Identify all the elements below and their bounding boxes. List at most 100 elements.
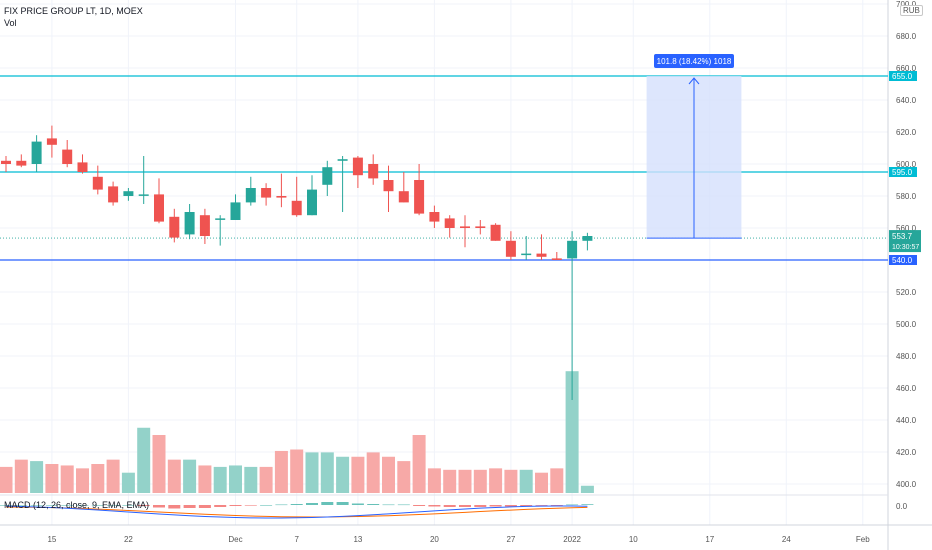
candle-body bbox=[291, 200, 302, 216]
candle-body bbox=[62, 149, 73, 164]
candle-body bbox=[261, 188, 272, 198]
volume-bar bbox=[305, 452, 319, 493]
volume-bar bbox=[30, 461, 44, 493]
candle-body bbox=[475, 226, 486, 228]
measure-label-bg bbox=[654, 54, 734, 68]
volume-bar bbox=[152, 435, 166, 493]
candle-body bbox=[444, 218, 455, 228]
volume-bar bbox=[60, 465, 74, 493]
candle-body bbox=[490, 224, 501, 241]
volume-bar bbox=[412, 435, 426, 493]
volume-bar bbox=[229, 465, 242, 493]
macd-histogram-bar bbox=[15, 505, 28, 506]
candle-body bbox=[352, 157, 363, 176]
candle-body bbox=[368, 164, 379, 179]
symbol-title[interactable]: FIX PRICE GROUP LT, 1D, MOEX bbox=[4, 6, 143, 16]
price-tick-label: 480.0 bbox=[896, 352, 917, 361]
date-tick-label: 24 bbox=[782, 535, 791, 544]
macd-histogram-bar bbox=[275, 504, 288, 506]
volume-bar bbox=[565, 371, 579, 493]
price-tick-label: 420.0 bbox=[896, 448, 917, 457]
volume-bar bbox=[76, 468, 89, 493]
candle-body bbox=[123, 191, 134, 196]
macd-histogram-bar bbox=[474, 505, 487, 507]
macd-line bbox=[5, 505, 588, 519]
candle-body bbox=[322, 167, 333, 185]
macd-histogram-bar bbox=[336, 502, 349, 505]
price-tick-label: 500.0 bbox=[896, 320, 917, 329]
price-tick-label: 660.0 bbox=[896, 64, 917, 73]
candle-body bbox=[429, 212, 440, 222]
date-tick-label: 27 bbox=[506, 535, 515, 544]
price-axis bbox=[888, 0, 932, 550]
measure-label: 101.8 (18.42%) 1018 bbox=[657, 57, 732, 66]
candle-body bbox=[138, 194, 149, 196]
macd-histogram-bar bbox=[397, 504, 410, 506]
price-tick-label: 620.0 bbox=[896, 128, 917, 137]
horizontal-line-label-bg bbox=[889, 167, 917, 177]
volume-legend[interactable]: Vol bbox=[4, 18, 17, 28]
macd-histogram-bar bbox=[122, 505, 135, 506]
macd-histogram-bar bbox=[198, 505, 211, 508]
candle-body bbox=[582, 236, 593, 241]
macd-histogram-bar bbox=[413, 505, 426, 506]
volume-bar bbox=[336, 456, 350, 493]
volume-bar bbox=[213, 466, 227, 493]
date-tick-label: Feb bbox=[856, 535, 870, 544]
macd-histogram-bar bbox=[91, 505, 104, 506]
candle-body bbox=[414, 180, 425, 214]
price-tick-label: 400.0 bbox=[896, 480, 917, 489]
price-tick-label: 600.0 bbox=[896, 160, 917, 169]
macd-histogram-bar bbox=[260, 505, 273, 506]
macd-histogram-bar bbox=[107, 505, 120, 506]
candle-body bbox=[77, 162, 88, 172]
macd-histogram-bar bbox=[321, 502, 334, 505]
volume-bar bbox=[550, 468, 564, 493]
macd-signal-line bbox=[5, 506, 588, 518]
candle-body bbox=[398, 191, 409, 203]
date-tick-label: 17 bbox=[705, 535, 714, 544]
horizontal-line-label: 655.0 bbox=[892, 72, 913, 81]
macd-legend[interactable]: MACD (12, 26, close, 9, EMA, EMA) bbox=[4, 500, 150, 510]
macd-histogram-bar bbox=[183, 505, 196, 508]
candle-body bbox=[31, 141, 42, 164]
volume-bar bbox=[397, 461, 411, 493]
macd-histogram-bar bbox=[229, 505, 242, 506]
volume-bar bbox=[0, 466, 13, 493]
macd-histogram-bar bbox=[290, 504, 303, 505]
volume-bar bbox=[458, 469, 472, 493]
volume-bar bbox=[45, 464, 59, 493]
candle-body bbox=[567, 240, 578, 259]
candle-body bbox=[1, 160, 11, 164]
macd-histogram-bar bbox=[0, 505, 12, 506]
macd-histogram-bar bbox=[489, 505, 502, 507]
macd-histogram-bar bbox=[306, 503, 318, 505]
macd-histogram-bar bbox=[76, 505, 89, 506]
volume-bar bbox=[351, 456, 365, 493]
macd-histogram-bar bbox=[45, 505, 58, 506]
last-price-time: 10:30:57 bbox=[892, 244, 919, 251]
macd-histogram-bar bbox=[428, 505, 441, 507]
volume-bar bbox=[366, 452, 380, 493]
currency-badge[interactable]: RUB bbox=[900, 5, 923, 16]
macd-histogram-bar bbox=[520, 505, 533, 506]
date-tick-label: 20 bbox=[430, 535, 439, 544]
volume-bar bbox=[137, 427, 151, 493]
macd-histogram-bar bbox=[566, 504, 579, 506]
volume-bar bbox=[489, 468, 503, 493]
candle-body bbox=[16, 160, 27, 166]
date-tick-label: 10 bbox=[629, 535, 638, 544]
price-tick-label: 440.0 bbox=[896, 416, 917, 425]
volume-bar bbox=[443, 469, 457, 493]
macd-histogram-bar bbox=[581, 504, 594, 505]
macd-histogram-bar bbox=[535, 505, 548, 506]
price-tick-label: 460.0 bbox=[896, 384, 917, 393]
candle-body bbox=[307, 189, 317, 216]
candle-body bbox=[108, 186, 119, 203]
date-tick-label: 13 bbox=[353, 535, 362, 544]
volume-bar bbox=[198, 465, 212, 493]
horizontal-line-label: 540.0 bbox=[892, 256, 913, 265]
horizontal-line-label-bg bbox=[889, 255, 917, 265]
volume-bar bbox=[106, 459, 120, 493]
